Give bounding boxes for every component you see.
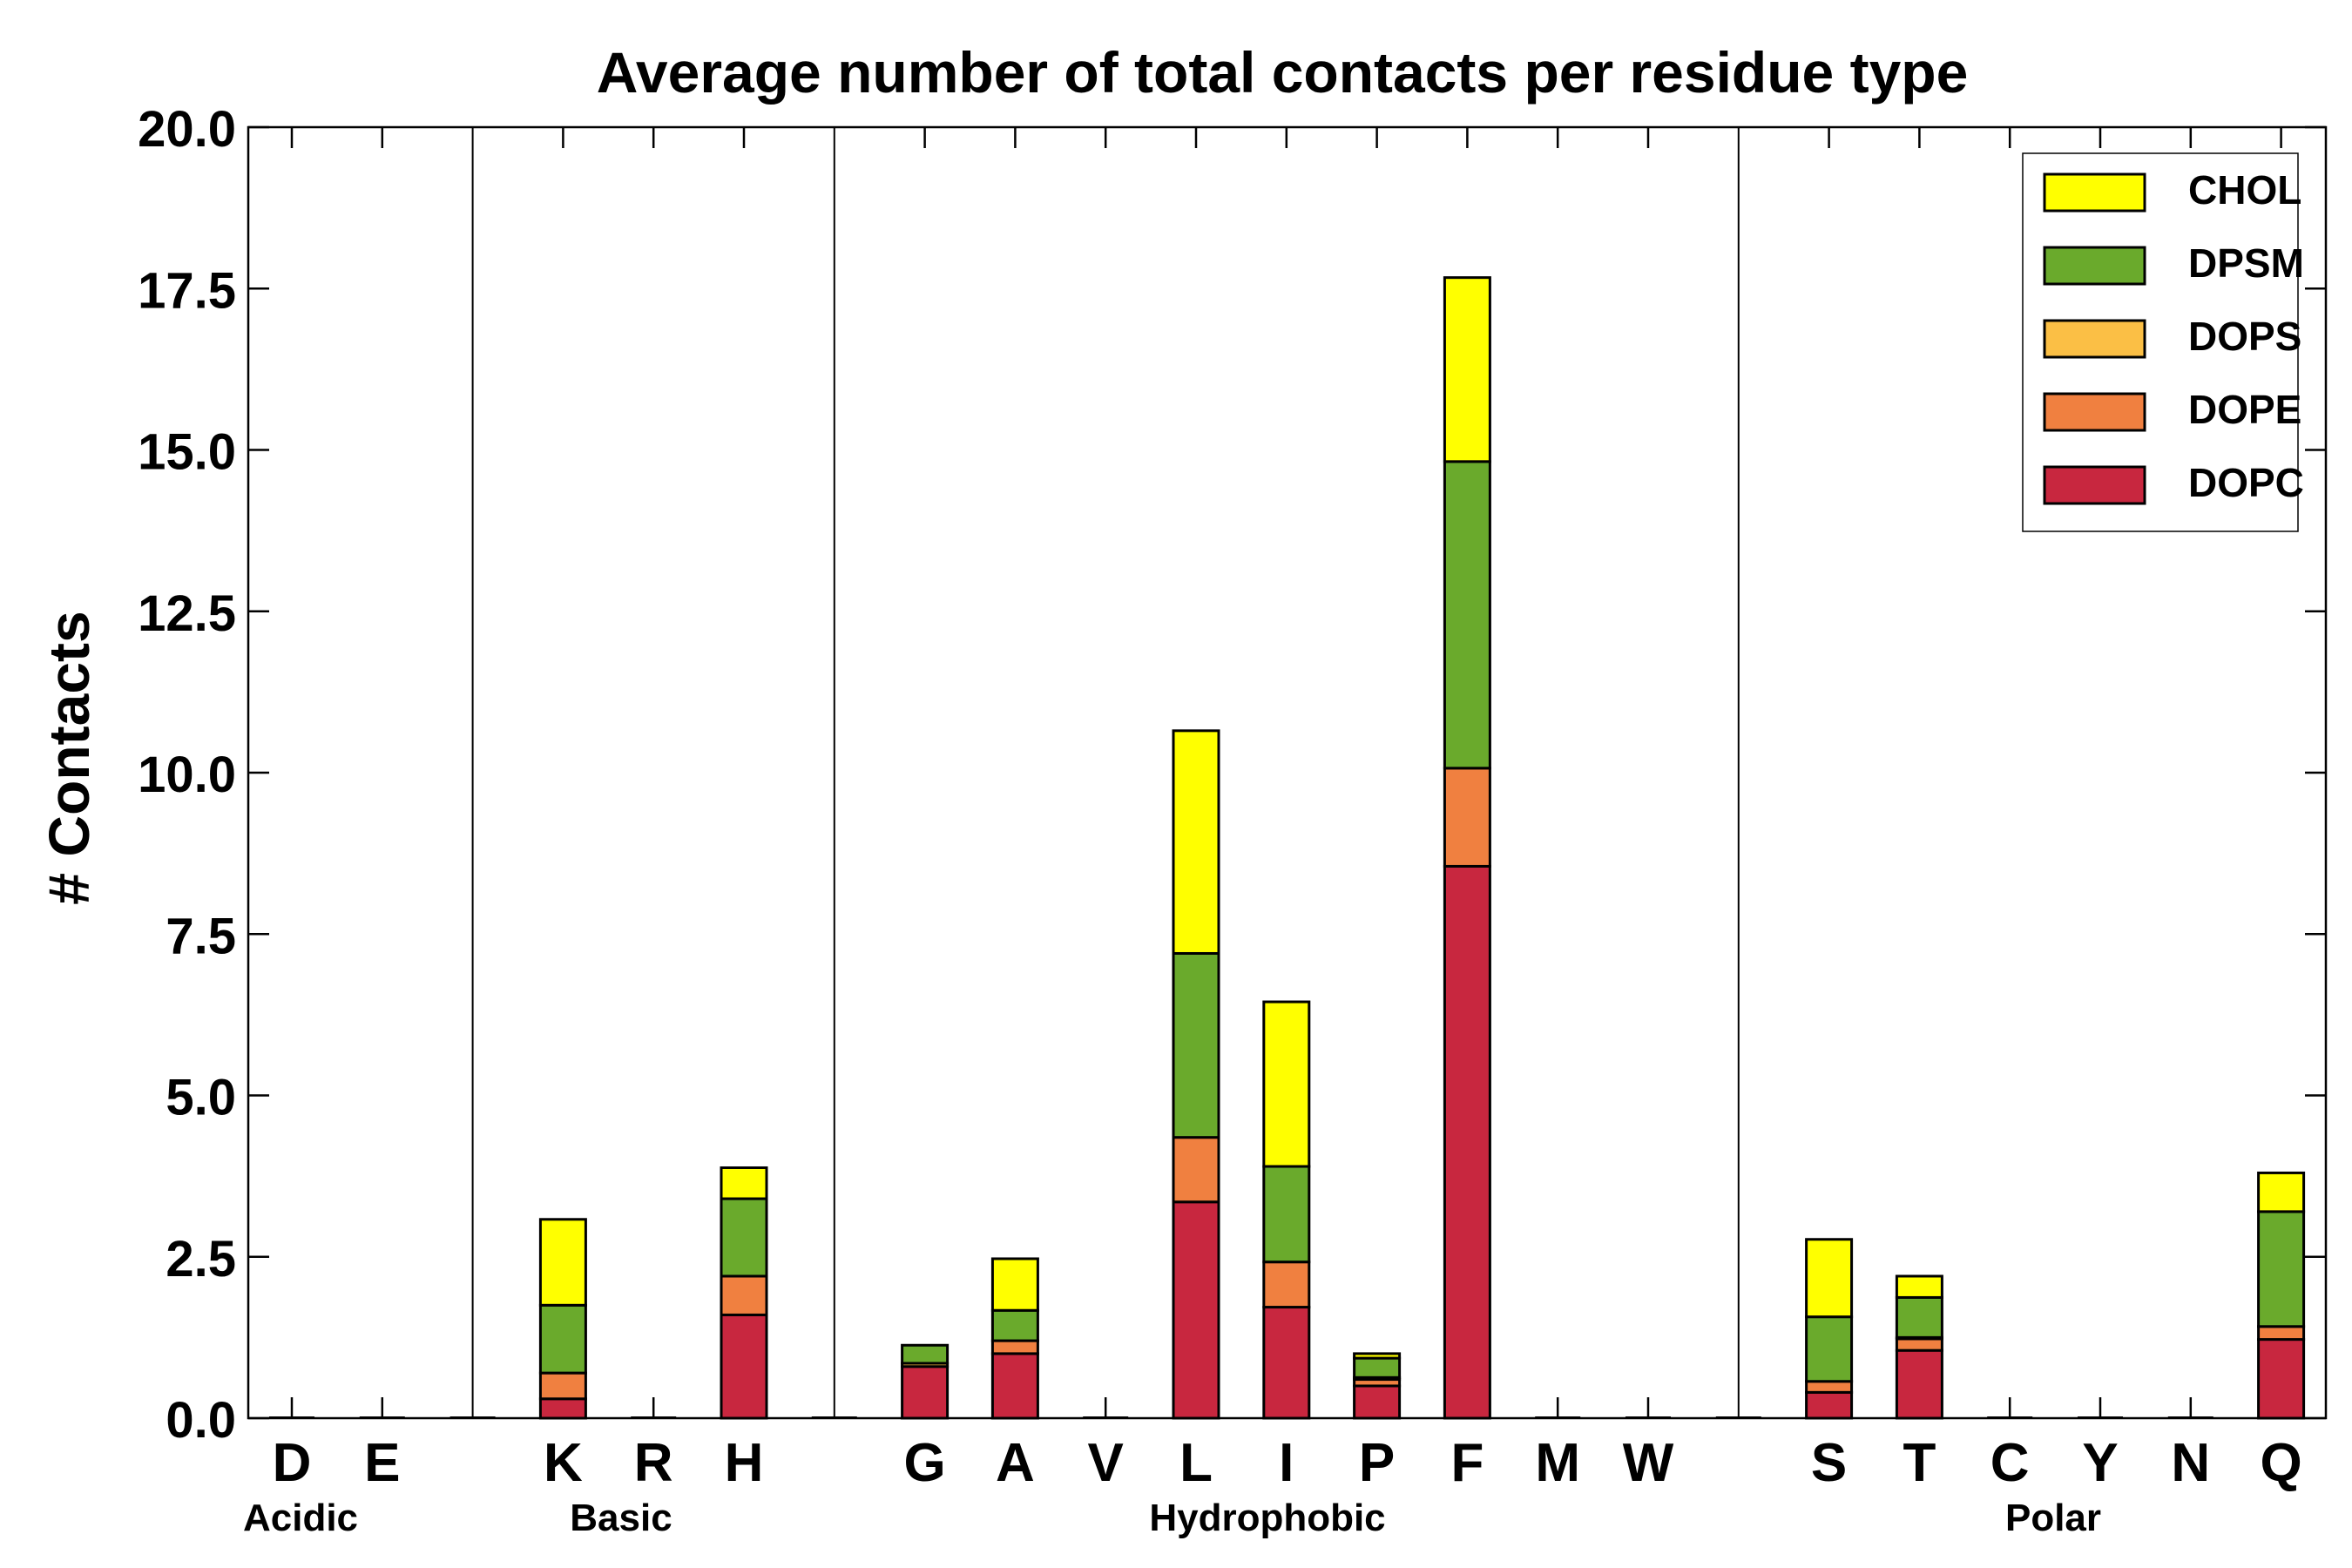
- bar-segment-Q-CHOL: [2257, 1171, 2306, 1213]
- legend-swatch-DPSM: [2043, 246, 2146, 286]
- legend-swatch-DOPE: [2043, 392, 2146, 432]
- bar-segment-S-DOPE: [1805, 1380, 1854, 1394]
- x-tick-label: K: [544, 1433, 583, 1493]
- y-tick-label: 20.0: [138, 101, 236, 158]
- bar-segment-T-DPSM: [1895, 1295, 1943, 1339]
- x-tick-label: H: [725, 1433, 764, 1493]
- x-tick-label: C: [1990, 1433, 2030, 1493]
- bar-segment-L-CHOL: [1172, 729, 1220, 955]
- y-tick-label: 15.0: [138, 424, 236, 481]
- bar-segment-Q-DPSM: [2257, 1210, 2306, 1328]
- bar-segment-A-DOPC: [990, 1352, 1039, 1420]
- legend-swatch-DOPS: [2043, 319, 2146, 359]
- bar-segment-F-DOPE: [1443, 767, 1491, 868]
- bar-segment-I-DOPC: [1262, 1306, 1311, 1420]
- x-tick-label: I: [1279, 1433, 1294, 1493]
- x-tick-label: P: [1359, 1433, 1395, 1493]
- y-tick-label: 10.0: [138, 747, 236, 803]
- legend-label-DPSM: DPSM: [2188, 240, 2304, 286]
- bar-segment-G-DPSM: [901, 1343, 950, 1365]
- x-tick-label: M: [1535, 1433, 1580, 1493]
- y-tick-label: 5.0: [166, 1070, 236, 1126]
- x-tick-label: N: [2171, 1433, 2210, 1493]
- x-tick-label: W: [1623, 1433, 1674, 1493]
- bar-segment-I-CHOL: [1262, 1000, 1311, 1168]
- bar-segment-H-DOPE: [720, 1274, 768, 1316]
- bar-segment-K-CHOL: [538, 1218, 587, 1307]
- x-tick-label: D: [273, 1433, 312, 1493]
- legend-label-DOPS: DOPS: [2188, 314, 2301, 359]
- bar-segment-K-DOPC: [538, 1397, 587, 1420]
- x-tick-label: F: [1450, 1433, 1484, 1493]
- bar-segment-Q-DOPE: [2257, 1325, 2306, 1342]
- group-label: Hydrophobic: [1149, 1497, 1385, 1539]
- legend-swatch-CHOL: [2043, 172, 2146, 213]
- bar-segment-F-CHOL: [1443, 276, 1491, 463]
- x-tick-label: V: [1088, 1433, 1124, 1493]
- legend-swatch-DOPC: [2043, 465, 2146, 505]
- bar-segment-H-CHOL: [720, 1166, 768, 1200]
- bar-segment-K-DOPE: [538, 1371, 587, 1401]
- bar-segment-S-CHOL: [1805, 1238, 1854, 1319]
- bar-segment-S-DPSM: [1805, 1315, 1854, 1383]
- legend: CHOL DPSM DOPS DOPE DOPC: [2022, 152, 2304, 532]
- bar-segment-L-DPSM: [1172, 951, 1220, 1139]
- group-label: Acidic: [243, 1497, 358, 1539]
- x-tick-label: A: [996, 1433, 1035, 1493]
- x-tick-label: T: [1903, 1433, 1936, 1493]
- y-tick-label: 7.5: [166, 908, 236, 964]
- x-tick-label: L: [1179, 1433, 1213, 1493]
- bar-segment-Q-DOPC: [2257, 1338, 2306, 1420]
- bar-segment-T-CHOL: [1895, 1274, 1943, 1299]
- bar-segment-G-DOPC: [901, 1365, 950, 1420]
- x-tick-label: Y: [2082, 1433, 2118, 1493]
- bar-segment-T-DOPC: [1895, 1348, 1943, 1420]
- bar-segment-P-DPSM: [1353, 1356, 1402, 1379]
- bar-segment-L-DOPE: [1172, 1136, 1220, 1204]
- bar-segment-P-DOPC: [1353, 1384, 1402, 1420]
- bar-segment-F-DPSM: [1443, 460, 1491, 770]
- y-axis-label: # Contacts: [37, 611, 101, 904]
- y-tick-label: 0.0: [166, 1392, 236, 1449]
- x-tick-label: E: [364, 1433, 400, 1493]
- bar-segment-K-DPSM: [538, 1303, 587, 1375]
- legend-label-CHOL: CHOL: [2188, 167, 2301, 213]
- bar-segment-A-DOPE: [990, 1339, 1039, 1355]
- bar-segment-L-DOPC: [1172, 1200, 1220, 1420]
- bar-segment-I-DPSM: [1262, 1165, 1311, 1264]
- bar-segment-A-DPSM: [990, 1308, 1039, 1342]
- x-tick-label: S: [1811, 1433, 1847, 1493]
- x-tick-label: G: [903, 1433, 945, 1493]
- x-tick-label: R: [634, 1433, 673, 1493]
- y-tick-label: 17.5: [138, 262, 236, 319]
- legend-label-DOPE: DOPE: [2188, 387, 2301, 432]
- bar-segment-T-DOPE: [1895, 1337, 1943, 1352]
- y-tick-label: 2.5: [166, 1231, 236, 1288]
- bar-segment-I-DOPE: [1262, 1260, 1311, 1309]
- bar-segment-S-DOPC: [1805, 1390, 1854, 1420]
- bar-segment-A-CHOL: [990, 1257, 1039, 1312]
- legend-label-DOPC: DOPC: [2188, 460, 2304, 505]
- group-label: Basic: [570, 1497, 672, 1539]
- bar-segment-F-DOPC: [1443, 864, 1491, 1420]
- plot-area: 0.0 2.5 5.0 7.5 10.0 12.5 15.0 17.5 20.0 D E K R H G A V…: [138, 101, 2328, 1539]
- x-tick-label: Q: [2260, 1433, 2301, 1493]
- y-tick-label: 12.5: [138, 585, 236, 642]
- bar-segment-H-DOPC: [720, 1313, 768, 1420]
- bar-segment-H-DPSM: [720, 1197, 768, 1278]
- bar-segment-P-CHOL: [1353, 1352, 1402, 1360]
- group-label: Polar: [2005, 1497, 2101, 1539]
- chart-title: Average number of total contacts per res…: [597, 40, 1969, 105]
